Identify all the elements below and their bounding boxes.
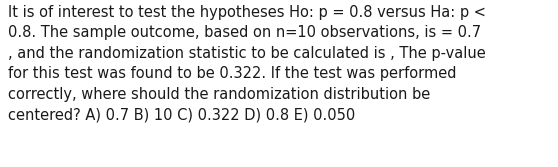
Text: It is of interest to test the hypotheses Ho: p = 0.8 versus Ha: p <
0.8. The sam: It is of interest to test the hypotheses…: [8, 5, 487, 122]
